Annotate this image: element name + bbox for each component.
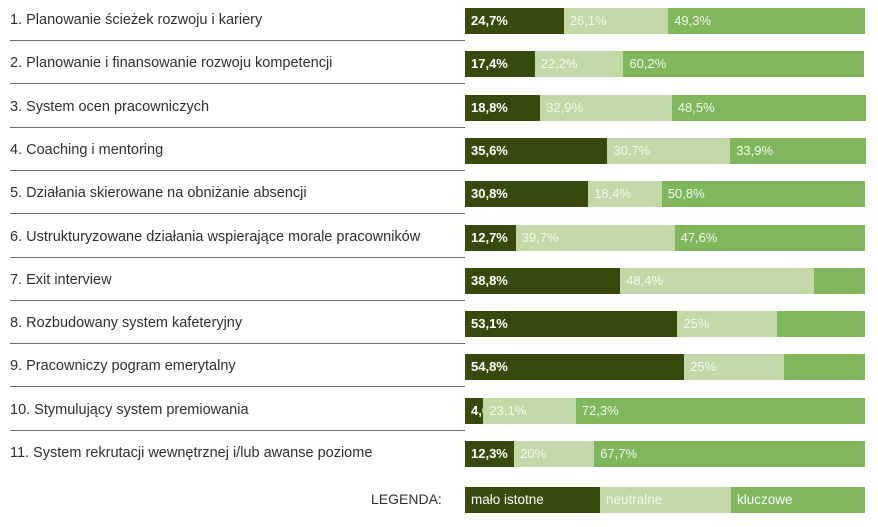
category-label: 3. System ocen pracowniczych bbox=[10, 98, 210, 115]
bar-segment bbox=[465, 51, 535, 78]
data-label: 25% bbox=[690, 359, 717, 375]
data-label: 53,1% bbox=[471, 316, 508, 332]
data-label: 18,8% bbox=[471, 99, 508, 115]
bar-segment bbox=[465, 224, 516, 251]
bar-segment bbox=[620, 267, 814, 294]
bar-segment bbox=[465, 267, 621, 294]
bar-segment bbox=[465, 8, 564, 34]
category-label: 5. Działania skierowane na obniżanie abs… bbox=[10, 185, 307, 202]
data-label: 22,2% bbox=[540, 56, 578, 72]
bar-segment bbox=[465, 354, 685, 381]
category-label: 7. Exit interview bbox=[10, 271, 112, 288]
legend-swatch: mało istotne bbox=[465, 487, 600, 513]
category-label: 2. Planowanie i finansowanie rozwoju kom… bbox=[10, 55, 333, 72]
data-label: 25% bbox=[683, 316, 710, 332]
bar-segment bbox=[674, 224, 865, 251]
data-label: 18,4% bbox=[594, 186, 632, 202]
bar-segment bbox=[575, 397, 865, 424]
data-label: 24,7% bbox=[471, 13, 508, 28]
bar-segment bbox=[563, 8, 669, 34]
bar-segment bbox=[514, 441, 595, 467]
row-divider bbox=[10, 126, 465, 128]
data-label: 12,7% bbox=[471, 229, 508, 245]
bar-segment bbox=[465, 311, 678, 338]
legend-label: mało istotne bbox=[471, 492, 544, 507]
row-divider bbox=[10, 386, 465, 388]
data-label: 32,9% bbox=[546, 99, 584, 115]
bar-segment bbox=[777, 311, 865, 338]
row-divider bbox=[10, 83, 465, 85]
bar-segment bbox=[813, 267, 865, 294]
bar-segment bbox=[534, 51, 624, 78]
data-label: 26,1% bbox=[569, 13, 607, 28]
legend-swatch: kluczowe bbox=[731, 487, 865, 513]
data-label: 20% bbox=[520, 446, 547, 461]
category-label: 9. Pracowniczy pogram emerytalny bbox=[10, 358, 236, 375]
bar-segment bbox=[588, 181, 662, 208]
bar-segment bbox=[677, 311, 778, 338]
category-label: 1. Planowanie ścieżek rozwoju i kariery bbox=[10, 12, 263, 28]
data-label: 38,8% bbox=[471, 272, 508, 288]
bar-segment bbox=[465, 137, 608, 164]
data-label: 60,2% bbox=[629, 56, 667, 72]
category-label: 8. Rozbudowany system kafeteryjny bbox=[10, 315, 243, 332]
data-label: 50,8% bbox=[667, 186, 705, 202]
row-divider bbox=[10, 299, 465, 301]
bar-segment bbox=[483, 397, 576, 424]
data-label: 54,8% bbox=[471, 359, 508, 375]
category-label: 4. Coaching i mentoring bbox=[10, 141, 164, 158]
bar-segment bbox=[668, 8, 866, 34]
row-divider bbox=[10, 213, 465, 215]
legend-label: neutralne bbox=[606, 492, 663, 507]
bar-segment bbox=[684, 354, 785, 381]
data-label: 30,7% bbox=[613, 142, 651, 158]
data-label: 12,3% bbox=[471, 446, 508, 461]
data-label: 35,6% bbox=[471, 142, 508, 158]
data-label: 49,3% bbox=[674, 13, 712, 28]
legend-title: LEGENDA: bbox=[371, 491, 442, 507]
category-label: 11. System rekrutacji wewnętrznej i/lub … bbox=[10, 445, 373, 461]
legend-label: kluczowe bbox=[737, 492, 793, 507]
legend-swatch: neutralne bbox=[600, 487, 731, 513]
category-label: 6. Ustrukturyzowane działania wspierając… bbox=[10, 228, 421, 245]
data-label: 48,5% bbox=[677, 99, 715, 115]
bar-segment bbox=[594, 441, 865, 467]
bar-segment bbox=[465, 441, 515, 467]
bar-segment bbox=[465, 397, 484, 424]
bar-segment bbox=[465, 94, 541, 121]
data-label: 33,9% bbox=[736, 142, 774, 158]
bar-segment bbox=[784, 354, 865, 381]
bar-segment bbox=[661, 181, 865, 208]
row-divider bbox=[10, 169, 465, 171]
category-label: 10. Stymulujący system premiowania bbox=[10, 401, 249, 418]
data-label: 30,8% bbox=[471, 186, 508, 202]
bar-segment bbox=[671, 94, 866, 121]
bar-segment bbox=[623, 51, 865, 78]
data-label: 17,4% bbox=[471, 56, 508, 72]
data-label: 23,1% bbox=[489, 402, 527, 418]
data-label: 47,6% bbox=[680, 229, 718, 245]
bar-segment bbox=[465, 181, 589, 208]
data-label: 39,7% bbox=[521, 229, 559, 245]
row-divider bbox=[10, 40, 465, 41]
data-label: 72,3% bbox=[581, 402, 619, 418]
data-label: 48,4% bbox=[626, 272, 664, 288]
bar-segment bbox=[730, 137, 866, 164]
row-divider bbox=[10, 429, 465, 431]
row-divider bbox=[10, 256, 465, 258]
data-label: 67,7% bbox=[600, 446, 638, 461]
bar-segment bbox=[607, 137, 731, 164]
bar-segment bbox=[515, 224, 675, 251]
bar-segment bbox=[540, 94, 672, 121]
row-divider bbox=[10, 343, 465, 345]
